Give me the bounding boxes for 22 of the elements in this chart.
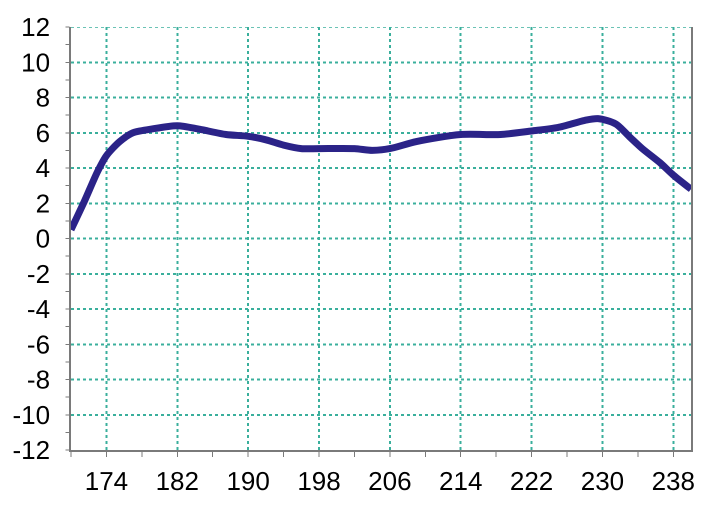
x-tick-label: 198 bbox=[297, 466, 341, 496]
y-tick-label: 12 bbox=[21, 12, 50, 42]
x-tick-label: 230 bbox=[580, 466, 624, 496]
y-tick-label: 8 bbox=[36, 82, 50, 113]
y-tick-label: 10 bbox=[21, 47, 50, 78]
y-tick-label: 0 bbox=[36, 224, 50, 254]
x-tick-label: 174 bbox=[84, 466, 128, 496]
y-tick-label: -8 bbox=[26, 364, 50, 395]
y-tick-label: 6 bbox=[36, 118, 50, 148]
x-tick-label: 190 bbox=[226, 466, 270, 496]
x-tick-label: 222 bbox=[510, 466, 554, 496]
y-tick-label: -10 bbox=[12, 400, 50, 430]
y-tick-label: -12 bbox=[12, 435, 50, 466]
y-tick-label: -2 bbox=[26, 258, 50, 289]
x-tick-label: 238 bbox=[652, 466, 695, 496]
y-tick-label: 2 bbox=[36, 188, 50, 218]
y-tick-label: -4 bbox=[26, 294, 50, 324]
y-tick-label: 4 bbox=[36, 153, 50, 184]
x-tick-label: 206 bbox=[368, 466, 412, 496]
y-tick-label: -6 bbox=[26, 329, 50, 360]
x-tick-label: 214 bbox=[439, 466, 482, 496]
x-tick-label: 182 bbox=[156, 466, 199, 496]
